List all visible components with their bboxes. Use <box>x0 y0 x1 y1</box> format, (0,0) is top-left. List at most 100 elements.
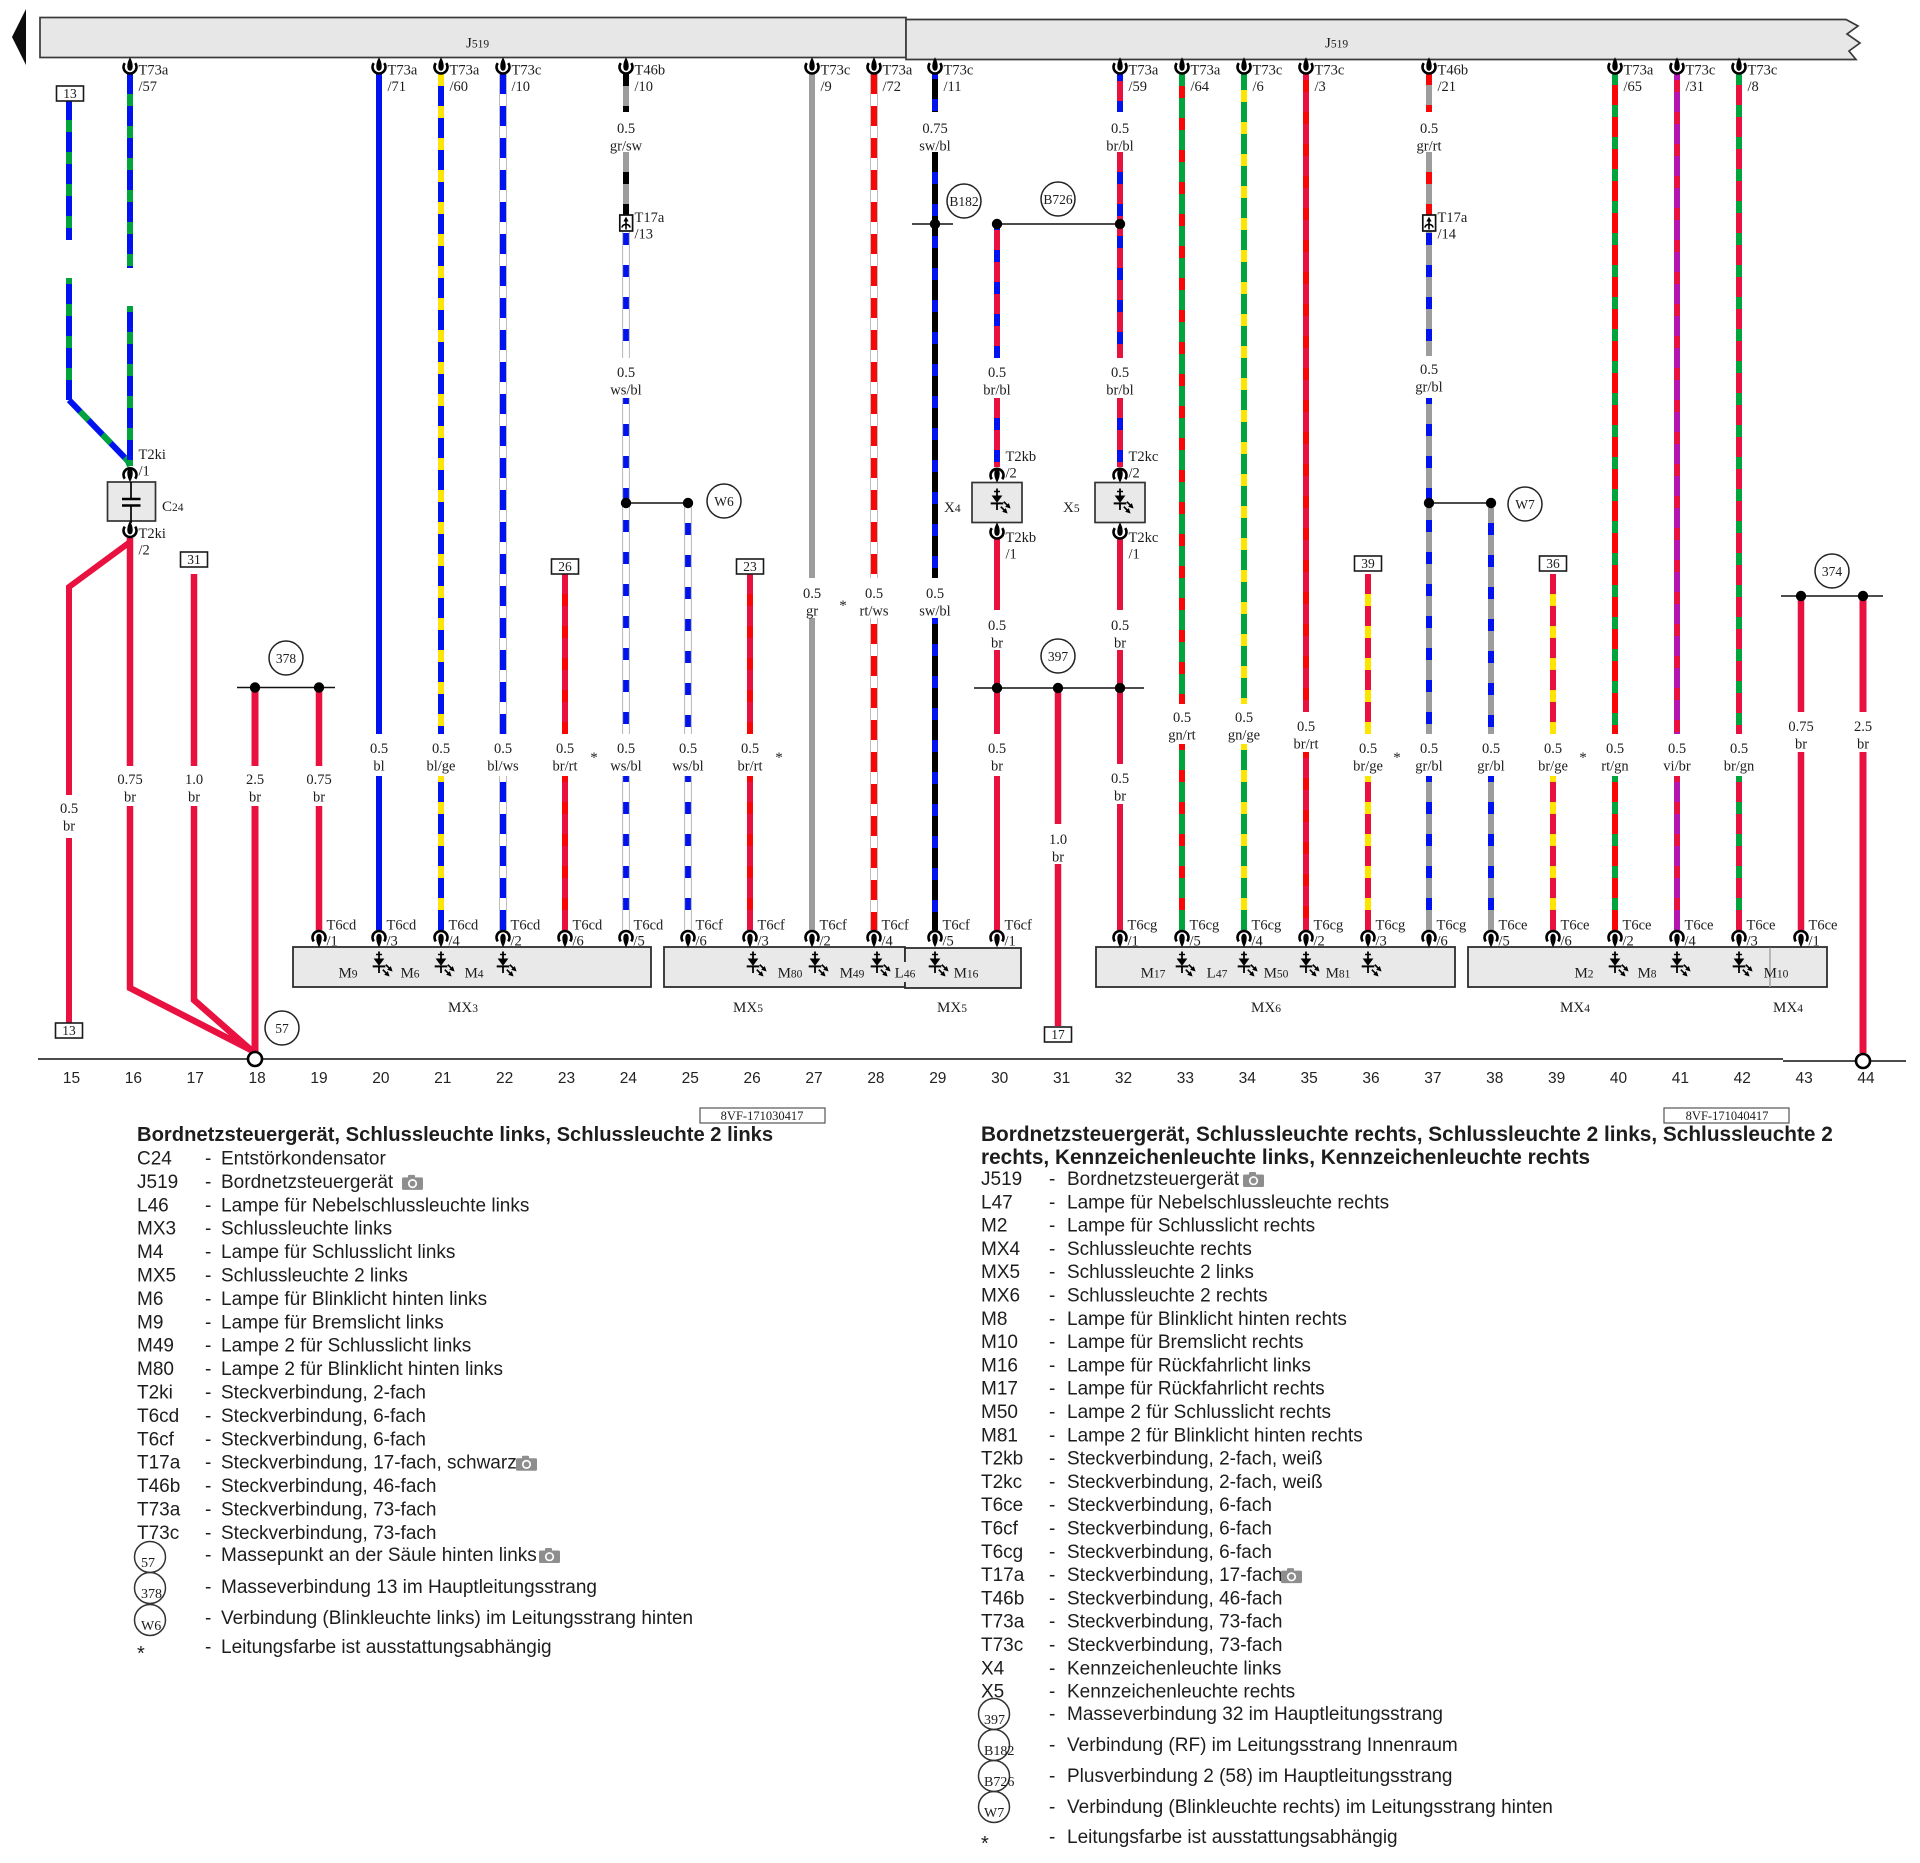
svg-text:gr/rt: gr/rt <box>1417 139 1442 155</box>
svg-text:8VF-171040417: 8VF-171040417 <box>1686 1109 1769 1123</box>
svg-text:/3: /3 <box>1315 79 1326 95</box>
svg-text:Lampe für Bremslicht rechts: Lampe für Bremslicht rechts <box>1067 1332 1304 1353</box>
svg-text:-: - <box>1049 1766 1055 1787</box>
svg-text:M4: M4 <box>464 966 483 982</box>
svg-text:-: - <box>205 1336 211 1357</box>
svg-text:Schlussleuchte 2 rechts: Schlussleuchte 2 rechts <box>1067 1286 1268 1307</box>
svg-text:T73c: T73c <box>821 63 851 79</box>
svg-text:T6cf: T6cf <box>981 1519 1019 1540</box>
svg-text:J519: J519 <box>981 1169 1022 1190</box>
svg-text:0.5: 0.5 <box>988 618 1006 634</box>
svg-text:br: br <box>1052 850 1064 866</box>
svg-text:-: - <box>205 1172 211 1193</box>
svg-text:/2: /2 <box>1314 934 1325 950</box>
svg-text:br: br <box>1795 737 1807 753</box>
svg-text:M50: M50 <box>1264 966 1289 982</box>
svg-text:C24: C24 <box>137 1149 172 1170</box>
svg-text:B182: B182 <box>984 1744 1014 1759</box>
svg-text:27: 27 <box>805 1070 822 1087</box>
svg-text:41: 41 <box>1672 1070 1689 1087</box>
svg-text:0.5: 0.5 <box>741 741 759 757</box>
svg-text:T73c: T73c <box>137 1523 179 1544</box>
svg-text:*: * <box>590 750 598 766</box>
svg-text:MX5: MX5 <box>937 1000 967 1016</box>
svg-text:0.75: 0.75 <box>1788 719 1813 735</box>
svg-text:Lampe für Bremslicht links: Lampe für Bremslicht links <box>221 1312 444 1333</box>
svg-text:-: - <box>1049 1355 1055 1376</box>
svg-text:T6cf: T6cf <box>882 918 910 934</box>
svg-text:T73a: T73a <box>388 63 418 79</box>
svg-text:0.75: 0.75 <box>117 772 142 788</box>
svg-text:Lampe 2 für Blinklicht hinten: Lampe 2 für Blinklicht hinten rechts <box>1067 1425 1363 1446</box>
svg-text:T6cg: T6cg <box>981 1542 1023 1563</box>
svg-text:25: 25 <box>682 1070 699 1087</box>
svg-text:26: 26 <box>744 1070 761 1087</box>
svg-text:36: 36 <box>1546 556 1560 571</box>
svg-text:Steckverbindung, 17-fach, schw: Steckverbindung, 17-fach, schwarz <box>221 1453 517 1474</box>
svg-text:T6cd: T6cd <box>573 918 604 934</box>
svg-text:-: - <box>205 1523 211 1544</box>
svg-text:MX4: MX4 <box>1560 1000 1590 1016</box>
svg-text:/6: /6 <box>1561 934 1572 950</box>
svg-text:0.5: 0.5 <box>617 365 635 381</box>
svg-text:38: 38 <box>1486 1070 1503 1087</box>
svg-text:-: - <box>1049 1495 1055 1516</box>
svg-text:T17a: T17a <box>1438 210 1468 226</box>
svg-text:/57: /57 <box>139 79 158 95</box>
svg-text:Leitungsfarbe ist ausstattungs: Leitungsfarbe ist ausstattungsabhängig <box>221 1637 552 1658</box>
svg-text:0.5: 0.5 <box>1606 741 1624 757</box>
svg-text:57: 57 <box>275 1021 289 1036</box>
svg-text:M16: M16 <box>981 1355 1018 1376</box>
svg-text:0.5: 0.5 <box>1173 710 1191 726</box>
svg-text:0.5: 0.5 <box>370 741 388 757</box>
svg-text:M9: M9 <box>137 1312 163 1333</box>
svg-text:T6cd: T6cd <box>511 918 542 934</box>
svg-text:/1: /1 <box>139 464 150 480</box>
svg-text:/13: /13 <box>635 227 654 243</box>
svg-text:-: - <box>1049 1192 1055 1213</box>
svg-text:0.5: 0.5 <box>60 801 78 817</box>
svg-text:-: - <box>1049 1588 1055 1609</box>
svg-text:Steckverbindung, 6-fach: Steckverbindung, 6-fach <box>221 1429 426 1450</box>
svg-text:M80: M80 <box>778 966 803 982</box>
svg-text:Steckverbindung, 46-fach: Steckverbindung, 46-fach <box>221 1476 436 1497</box>
svg-text:Lampe für Rückfahrlicht rechts: Lampe für Rückfahrlicht rechts <box>1067 1379 1325 1400</box>
svg-text:W7: W7 <box>984 1806 1004 1821</box>
svg-text:/1: /1 <box>1005 934 1016 950</box>
svg-text:T2kb: T2kb <box>1006 530 1037 546</box>
svg-text:-: - <box>205 1383 211 1404</box>
svg-text:M17: M17 <box>1141 966 1166 982</box>
svg-text:44: 44 <box>1857 1070 1875 1087</box>
svg-text:T46b: T46b <box>981 1588 1024 1609</box>
svg-text:-: - <box>1049 1286 1055 1307</box>
svg-text:Masseverbindung 32 im Hauptlei: Masseverbindung 32 im Hauptleitungsstran… <box>1067 1704 1443 1725</box>
svg-text:0.5: 0.5 <box>617 741 635 757</box>
svg-text:0.5: 0.5 <box>865 586 883 602</box>
svg-text:sw/bl: sw/bl <box>919 139 950 155</box>
svg-text:-: - <box>1049 1379 1055 1400</box>
svg-text:Steckverbindung, 73-fach: Steckverbindung, 73-fach <box>1067 1635 1282 1656</box>
svg-text:J519: J519 <box>137 1172 178 1193</box>
svg-text:M10: M10 <box>1764 966 1789 982</box>
svg-text:M2: M2 <box>981 1216 1007 1237</box>
svg-text:0.5: 0.5 <box>556 741 574 757</box>
svg-text:0.5: 0.5 <box>1111 771 1129 787</box>
svg-text:gn/ge: gn/ge <box>1228 728 1260 744</box>
svg-text:br: br <box>991 759 1003 775</box>
svg-text:/60: /60 <box>450 79 469 95</box>
svg-text:-: - <box>205 1476 211 1497</box>
svg-text:-: - <box>205 1266 211 1287</box>
svg-text:Leitungsfarbe ist ausstattungs: Leitungsfarbe ist ausstattungsabhängig <box>1067 1827 1398 1848</box>
svg-text:MX5: MX5 <box>733 1000 763 1016</box>
svg-text:Masseverbindung 13 im Hauptlei: Masseverbindung 13 im Hauptleitungsstran… <box>221 1577 597 1598</box>
svg-text:21: 21 <box>434 1070 451 1087</box>
svg-text:-: - <box>1049 1472 1055 1493</box>
svg-text:-: - <box>1049 1542 1055 1563</box>
svg-text:Steckverbindung, 6-fach: Steckverbindung, 6-fach <box>221 1406 426 1427</box>
svg-text:8VF-171030417: 8VF-171030417 <box>721 1109 804 1123</box>
svg-text:-: - <box>205 1149 211 1170</box>
svg-text:0.75: 0.75 <box>306 772 331 788</box>
svg-text:-: - <box>1049 1565 1055 1586</box>
svg-text:43: 43 <box>1796 1070 1813 1087</box>
svg-text:M10: M10 <box>981 1332 1018 1353</box>
